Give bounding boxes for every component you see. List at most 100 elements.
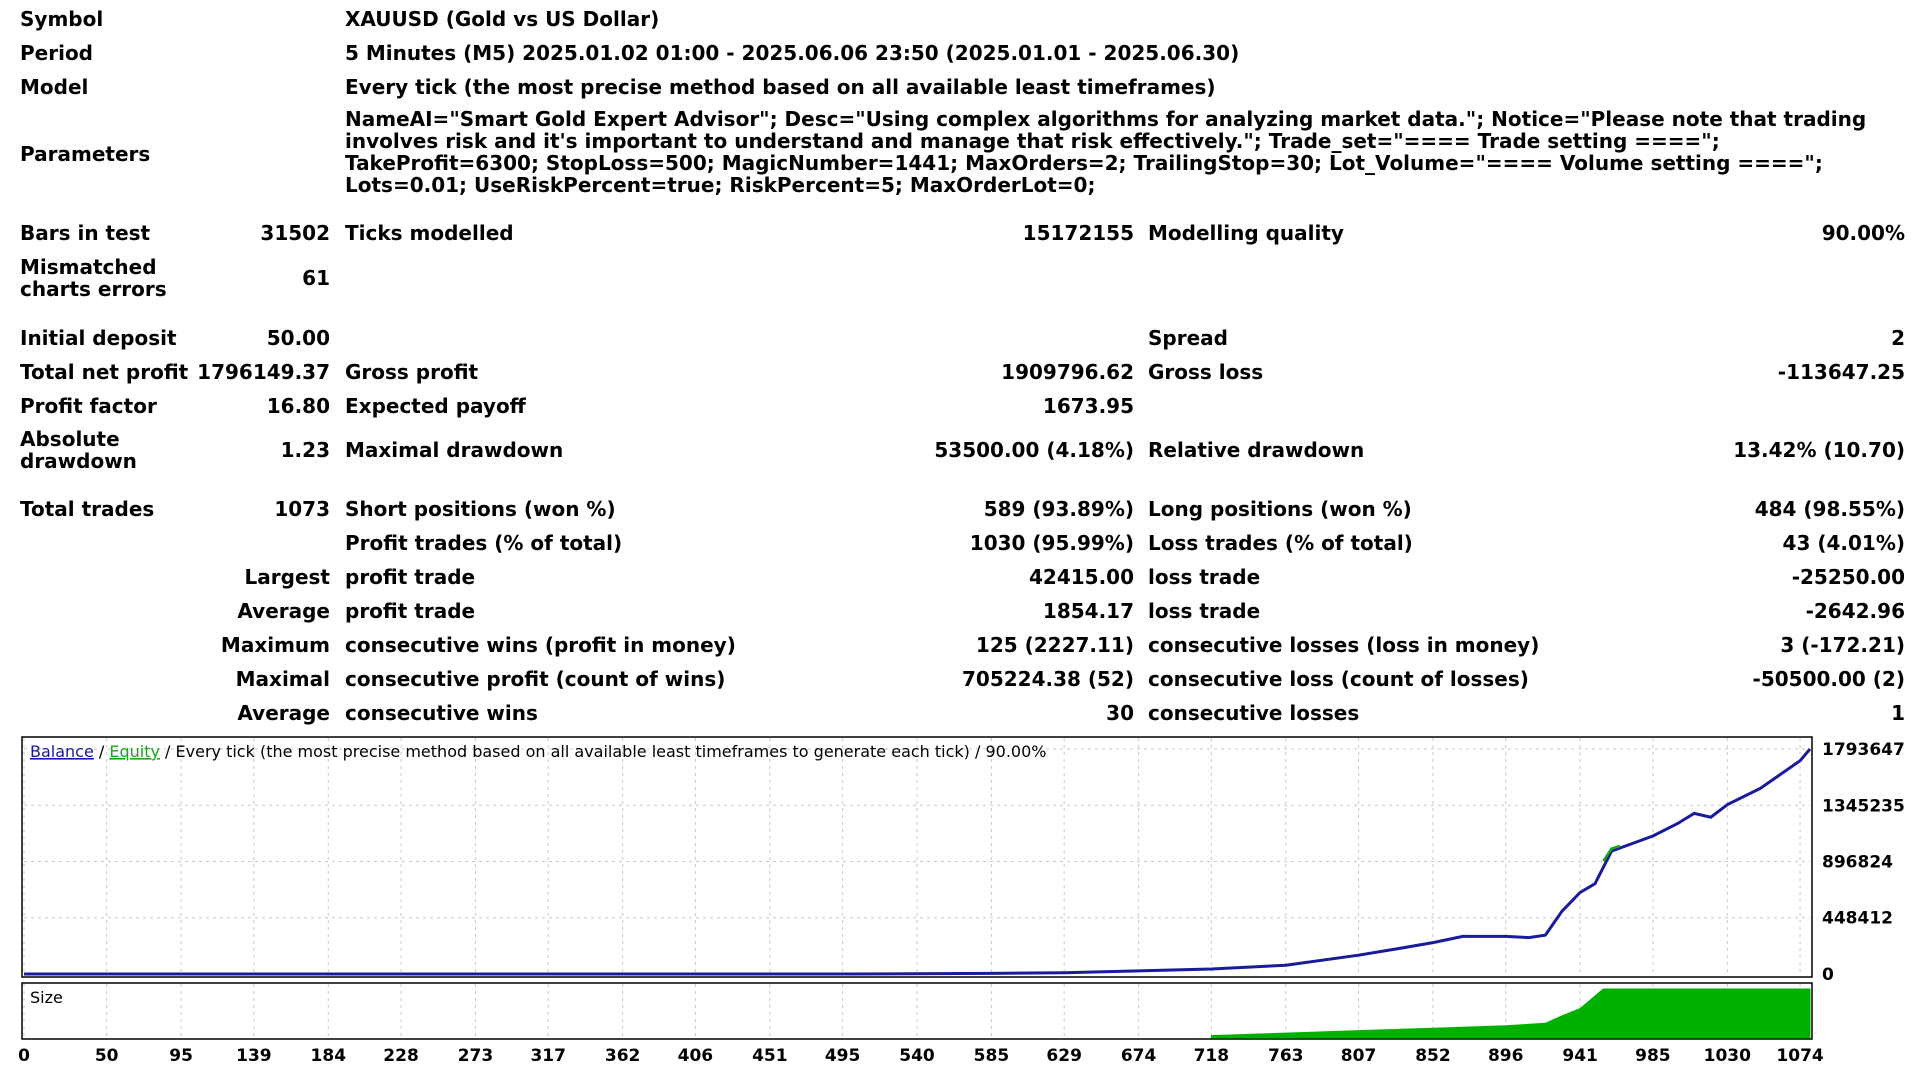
balance-chart-area: 1793647 1345235 896824 448412 0 Balance / Eq… bbox=[0, 735, 1920, 1080]
x-tick-label: 674 bbox=[1121, 1046, 1157, 1066]
relative-drawdown-value: 13.42% (10.70) bbox=[1733, 438, 1905, 462]
bars-value: 31502 bbox=[260, 221, 330, 245]
y-tick-label: 0 bbox=[1822, 965, 1834, 985]
average-profit-value: 1854.17 bbox=[1042, 599, 1134, 623]
maximal-drawdown-value: 53500.00 (4.18%) bbox=[934, 438, 1134, 462]
caption-balance: Balance bbox=[30, 742, 94, 761]
profit-factor-label: Profit factor bbox=[20, 394, 157, 418]
total-trades-value: 1073 bbox=[274, 497, 330, 521]
average-label: Average bbox=[237, 599, 330, 623]
x-tick-label: 228 bbox=[383, 1046, 419, 1066]
absolute-drawdown-label-2: drawdown bbox=[20, 449, 137, 473]
x-tick-label: 540 bbox=[899, 1046, 935, 1066]
net-profit-value: 1796149.37 bbox=[197, 360, 330, 384]
series-area-size bbox=[1210, 988, 1811, 1039]
average-profit-label: profit trade bbox=[345, 599, 476, 623]
x-tick-label: 0 bbox=[18, 1046, 30, 1066]
largest-loss-label: loss trade bbox=[1148, 565, 1261, 589]
y-tick-label: 896824 bbox=[1822, 852, 1893, 872]
short-positions-value: 589 (93.89%) bbox=[983, 497, 1134, 521]
x-tick-label: 495 bbox=[825, 1046, 861, 1066]
maximal-loss-value: -50500.00 (2) bbox=[1752, 667, 1905, 691]
x-tick-label: 95 bbox=[169, 1046, 193, 1066]
symbol-value: XAUUSD (Gold vs US Dollar) bbox=[345, 7, 660, 31]
gross-profit-value: 1909796.62 bbox=[1001, 360, 1134, 384]
caption-equity: Equity bbox=[109, 742, 160, 761]
average-consecutive-label: Average bbox=[237, 701, 330, 725]
absolute-drawdown-label-1: Absolute bbox=[20, 427, 120, 451]
mismatched-label-1: Mismatched bbox=[20, 255, 157, 279]
parameters-label: Parameters bbox=[20, 142, 151, 166]
initial-deposit-value: 50.00 bbox=[266, 326, 330, 350]
maximal-profit-label: consecutive profit (count of wins) bbox=[345, 667, 726, 691]
x-tick-label: 807 bbox=[1341, 1046, 1377, 1066]
main-chart-series bbox=[24, 748, 1812, 976]
x-tick-label: 985 bbox=[1635, 1046, 1671, 1066]
parameters-value: NameAI="Smart Gold Expert Advisor"; Desc… bbox=[345, 107, 1867, 197]
x-tick-label: 362 bbox=[605, 1046, 641, 1066]
x-tick-label: 896 bbox=[1488, 1046, 1524, 1066]
y-tick-label: 1345235 bbox=[1822, 796, 1905, 816]
x-tick-label: 629 bbox=[1046, 1046, 1082, 1066]
expected-payoff-value: 1673.95 bbox=[1042, 394, 1134, 418]
maximal-drawdown-label: Maximal drawdown bbox=[345, 438, 564, 462]
x-tick-label: 718 bbox=[1194, 1046, 1230, 1066]
net-profit-label: Total net profit bbox=[20, 360, 189, 384]
loss-trades-value: 43 (4.01%) bbox=[1782, 531, 1905, 555]
maximum-label: Maximum bbox=[220, 633, 330, 657]
y-tick-label: 1793647 bbox=[1822, 740, 1905, 760]
caption-rest: / Every tick (the most precise method ba… bbox=[160, 742, 1047, 761]
maximum-wins-value: 125 (2227.11) bbox=[975, 633, 1134, 657]
gross-loss-value: -113647.25 bbox=[1777, 360, 1905, 384]
period-value: 5 Minutes (M5) 2025.01.02 01:00 - 2025.0… bbox=[345, 41, 1240, 65]
chart-svg: 1793647 1345235 896824 448412 0 Balance / Eq… bbox=[18, 736, 1905, 1066]
long-positions-label: Long positions (won %) bbox=[1148, 497, 1412, 521]
absolute-drawdown-value: 1.23 bbox=[280, 438, 330, 462]
bars-label: Bars in test bbox=[20, 221, 151, 245]
caption-sep: / bbox=[94, 742, 110, 761]
x-tick-label: 941 bbox=[1562, 1046, 1598, 1066]
profit-trades-label: Profit trades (% of total) bbox=[345, 531, 623, 555]
average-consecutive-wins-value: 30 bbox=[1106, 701, 1134, 725]
x-tick-label: 406 bbox=[678, 1046, 714, 1066]
x-tick-label: 1030 bbox=[1704, 1046, 1751, 1066]
expected-payoff-label: Expected payoff bbox=[345, 394, 526, 418]
x-tick-label: 317 bbox=[530, 1046, 566, 1066]
largest-profit-label: profit trade bbox=[345, 565, 476, 589]
mismatched-value: 61 bbox=[302, 266, 330, 290]
x-tick-label: 585 bbox=[974, 1046, 1010, 1066]
profit-factor-value: 16.80 bbox=[266, 394, 330, 418]
largest-loss-value: -25250.00 bbox=[1791, 565, 1905, 589]
spread-value: 2 bbox=[1891, 326, 1905, 350]
quality-value: 90.00% bbox=[1821, 221, 1905, 245]
x-axis-ticks: 0 50 95 139 184 228 273 317 362 406 451 495 540 585 62… bbox=[18, 1046, 1824, 1066]
model-value: Every tick (the most precise method base… bbox=[345, 75, 1216, 99]
series-line-balance bbox=[24, 748, 1812, 976]
report-table: Symbol XAUUSD (Gold vs US Dollar) Period… bbox=[20, 7, 1905, 725]
average-consecutive-losses-value: 1 bbox=[1891, 701, 1905, 725]
gross-loss-label: Gross loss bbox=[1148, 360, 1264, 384]
loss-trades-label: Loss trades (% of total) bbox=[1148, 531, 1413, 555]
maximal-loss-label: consecutive loss (count of losses) bbox=[1148, 667, 1529, 691]
average-consecutive-wins-label: consecutive wins bbox=[345, 701, 538, 725]
period-label: Period bbox=[20, 41, 93, 65]
maximal-profit-value: 705224.38 (52) bbox=[961, 667, 1134, 691]
maximal-label: Maximal bbox=[235, 667, 330, 691]
x-tick-label: 184 bbox=[311, 1046, 347, 1066]
x-tick-label: 451 bbox=[752, 1046, 788, 1066]
x-tick-label: 50 bbox=[95, 1046, 119, 1066]
mismatched-label-2: charts errors bbox=[20, 277, 167, 301]
relative-drawdown-label: Relative drawdown bbox=[1148, 438, 1365, 462]
size-chart-series bbox=[1210, 988, 1811, 1039]
profit-trades-value: 1030 (95.99%) bbox=[969, 531, 1134, 555]
maximum-losses-label: consecutive losses (loss in money) bbox=[1148, 633, 1540, 657]
total-trades-label: Total trades bbox=[20, 497, 155, 521]
spread-label: Spread bbox=[1148, 326, 1228, 350]
size-label: Size bbox=[30, 988, 63, 1007]
x-tick-label: 273 bbox=[458, 1046, 494, 1066]
long-positions-value: 484 (98.55%) bbox=[1754, 497, 1905, 521]
x-tick-label: 852 bbox=[1415, 1046, 1451, 1066]
x-tick-label: 763 bbox=[1268, 1046, 1304, 1066]
average-loss-label: loss trade bbox=[1148, 599, 1261, 623]
chart-caption: Balance / Equity / Every tick (the most … bbox=[30, 742, 1047, 761]
